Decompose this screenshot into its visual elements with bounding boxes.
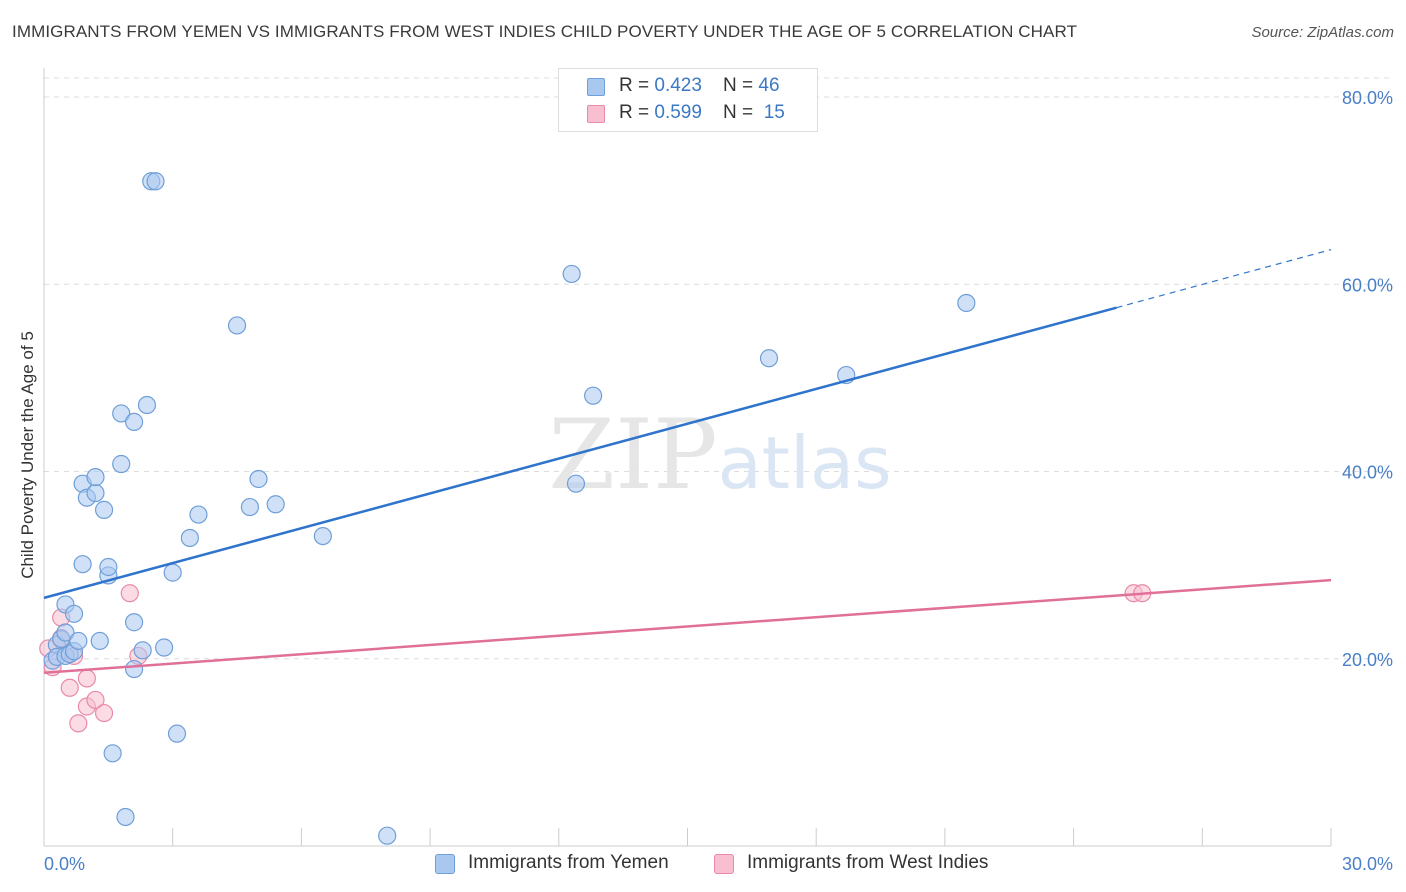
point-yemen bbox=[562, 264, 581, 284]
y-tick-label: 60.0% bbox=[1342, 275, 1393, 295]
x-tick-label: 30.0% bbox=[1342, 854, 1393, 874]
point-yemen bbox=[240, 497, 260, 517]
series-label-yemen: Immigrants from Yemen bbox=[468, 852, 669, 873]
point-west-indies bbox=[77, 669, 97, 688]
point-yemen bbox=[163, 563, 182, 582]
legend-r-value: 0.423 bbox=[654, 75, 702, 96]
point-yemen bbox=[124, 412, 144, 431]
legend-n-label: N = bbox=[723, 102, 759, 123]
series-swatch-west-indies bbox=[714, 854, 734, 874]
trendline-yemen-extension bbox=[1116, 249, 1332, 309]
point-yemen bbox=[146, 172, 165, 191]
point-yemen bbox=[124, 613, 144, 632]
chart-title: IMMIGRANTS FROM YEMEN VS IMMIGRANTS FROM… bbox=[12, 22, 1078, 41]
point-west-indies bbox=[86, 690, 105, 710]
point-yemen bbox=[266, 495, 285, 514]
point-yemen bbox=[133, 641, 152, 660]
correlation-legend: R = 0.423 N = 46 R = 0.599 N = 15 bbox=[558, 68, 818, 132]
point-yemen bbox=[64, 604, 84, 623]
point-yemen bbox=[584, 386, 603, 405]
series-swatch-yemen bbox=[435, 854, 455, 874]
point-yemen bbox=[103, 744, 122, 763]
point-yemen bbox=[313, 527, 332, 546]
point-yemen bbox=[155, 638, 174, 657]
point-yemen bbox=[94, 500, 114, 519]
series-label-west-indies: Immigrants from West Indies bbox=[747, 852, 989, 873]
legend-r-label: R = bbox=[619, 75, 655, 96]
point-yemen bbox=[124, 659, 144, 679]
point-west-indies bbox=[94, 703, 114, 723]
point-west-indies bbox=[120, 584, 139, 603]
point-yemen bbox=[86, 468, 105, 487]
legend-swatch-yemen bbox=[587, 78, 605, 96]
y-axis-label: Child Poverty Under the Age of 5 bbox=[18, 331, 37, 579]
point-yemen bbox=[759, 349, 779, 368]
y-tick-label: 40.0% bbox=[1342, 463, 1393, 483]
point-yemen bbox=[227, 316, 247, 335]
legend-n-value: 15 bbox=[763, 102, 785, 123]
y-tick-label: 80.0% bbox=[1342, 88, 1393, 108]
trendline-yemen bbox=[43, 306, 1117, 600]
legend-r-label: R = bbox=[619, 102, 655, 123]
point-yemen bbox=[566, 474, 586, 493]
point-yemen bbox=[167, 724, 187, 743]
point-yemen bbox=[69, 631, 88, 651]
point-west-indies bbox=[69, 714, 88, 733]
trendline-west-indies bbox=[43, 578, 1332, 675]
point-yemen bbox=[116, 807, 135, 827]
point-yemen bbox=[112, 404, 131, 423]
legend-swatch-west-indies bbox=[587, 105, 605, 123]
legend-n-label: N = bbox=[723, 75, 759, 96]
point-yemen bbox=[249, 469, 268, 489]
x-tick-label: 0.0% bbox=[44, 854, 85, 874]
point-yemen bbox=[957, 293, 976, 313]
point-yemen bbox=[56, 623, 75, 642]
legend-n-value: 46 bbox=[758, 75, 780, 96]
point-yemen bbox=[189, 505, 208, 524]
series-legend: Immigrants from Yemen Immigrants from We… bbox=[0, 852, 1406, 878]
point-yemen bbox=[73, 555, 92, 574]
source-label: Source: ZipAtlas.com bbox=[1251, 24, 1394, 41]
point-yemen bbox=[137, 395, 157, 415]
point-west-indies bbox=[60, 678, 79, 697]
legend-r-value: 0.599 bbox=[654, 102, 702, 123]
point-yemen bbox=[86, 483, 105, 503]
point-yemen bbox=[112, 454, 131, 474]
point-yemen bbox=[180, 528, 199, 548]
y-tick-label: 20.0% bbox=[1342, 650, 1393, 670]
point-yemen bbox=[378, 826, 397, 845]
point-yemen bbox=[90, 631, 109, 651]
point-yemen bbox=[99, 557, 118, 577]
